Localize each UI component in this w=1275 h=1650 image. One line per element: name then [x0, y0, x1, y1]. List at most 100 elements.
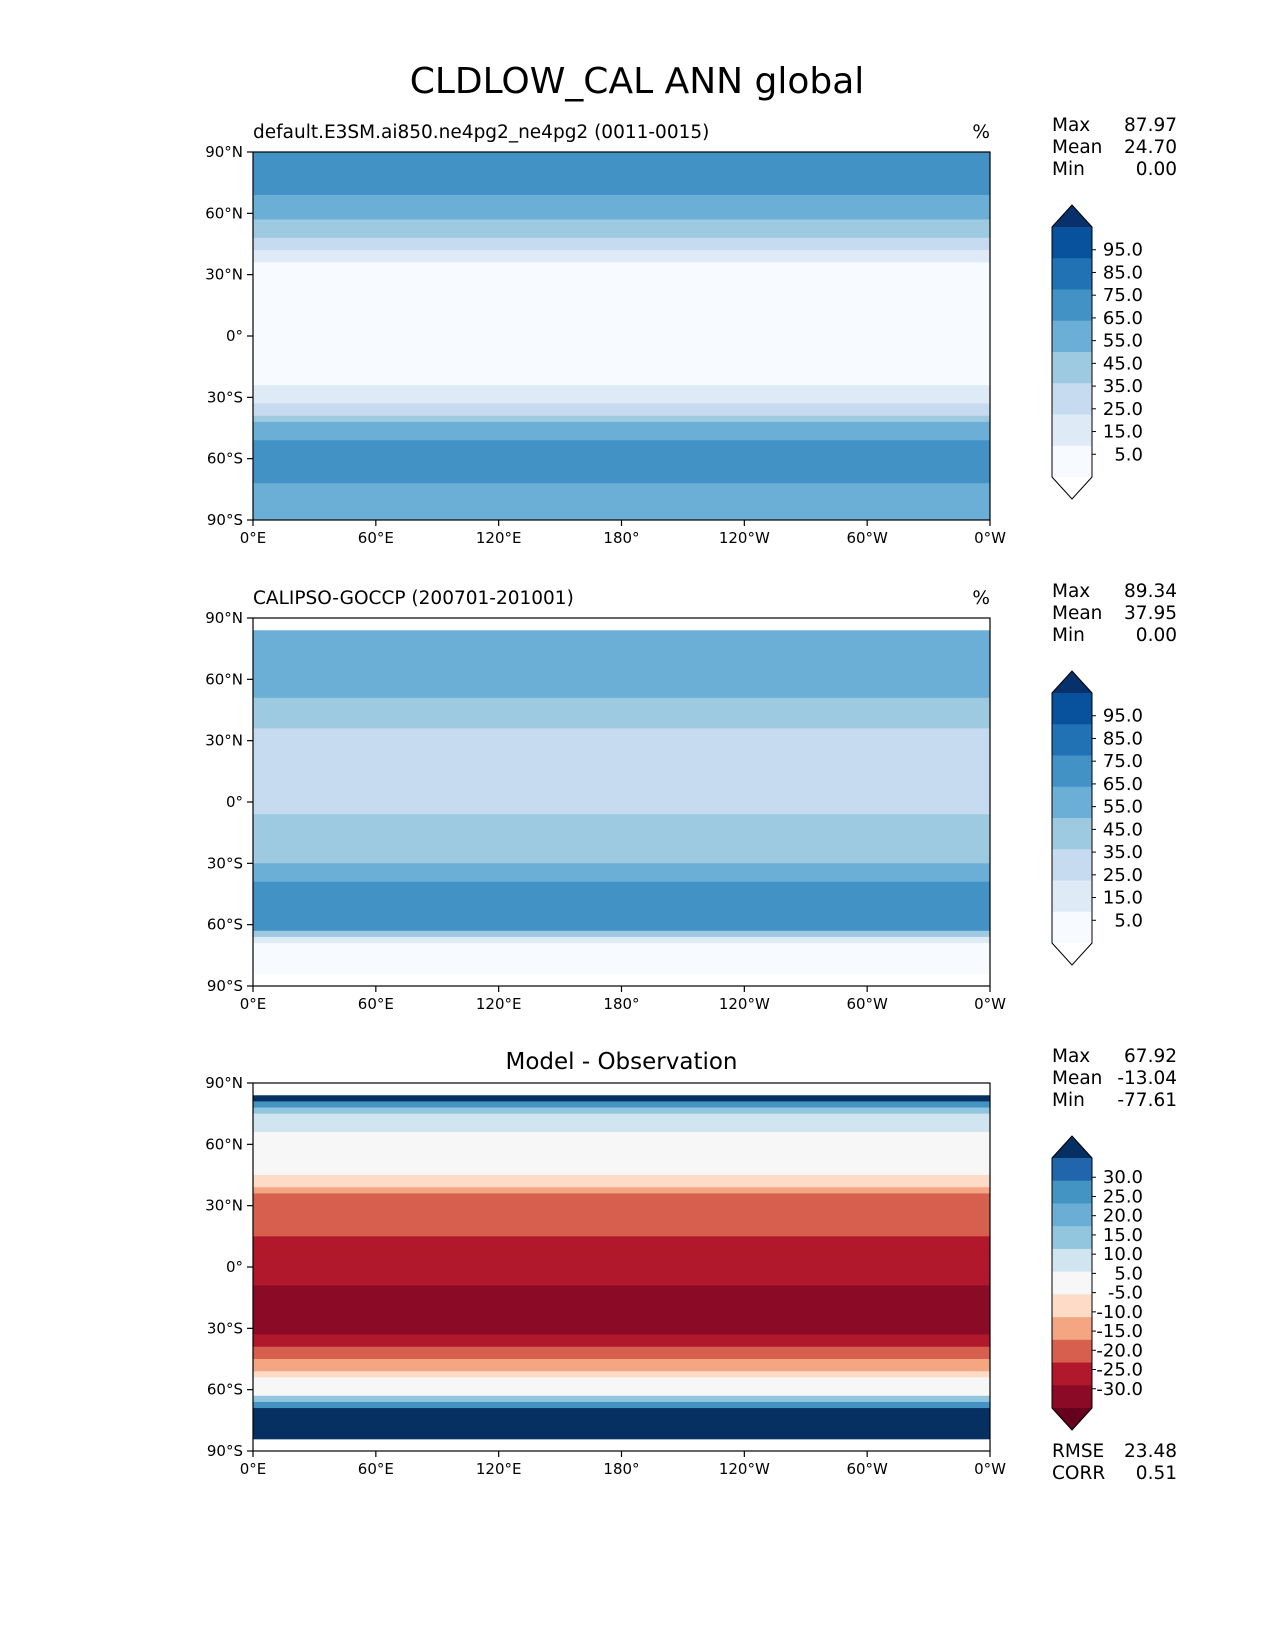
x-tick-label: 120°W — [719, 995, 770, 1013]
colorbar-swatch — [1052, 383, 1092, 415]
colorbar-tick-label: 5.0 — [1114, 444, 1143, 465]
map-band — [253, 924, 990, 932]
colorbar-swatch — [1052, 786, 1092, 819]
map-band — [253, 820, 990, 828]
map-band — [253, 464, 990, 472]
stat-label-max: Max — [1052, 581, 1090, 602]
colorbar-tick-label: 15.0 — [1103, 1225, 1143, 1246]
colorbar-swatch — [1052, 445, 1092, 478]
y-tick-label: 30°N — [205, 732, 243, 750]
x-tick-label: 60°E — [358, 995, 394, 1013]
map-band — [253, 685, 990, 693]
colorbar: 30.025.020.015.010.05.0-5.0-10.0-15.0-20… — [1051, 1135, 1143, 1431]
map-band — [253, 863, 990, 871]
map-band — [253, 1113, 990, 1121]
stat-value-max: 67.92 — [1124, 1046, 1177, 1067]
map-band — [253, 716, 990, 723]
stat-value-max: 87.97 — [1124, 115, 1177, 136]
map-band — [253, 477, 990, 484]
colorbar-tick-label: -20.0 — [1096, 1340, 1143, 1361]
y-tick-label: 90°N — [205, 143, 243, 161]
colorbar-tick-label: 85.0 — [1103, 728, 1143, 749]
map-band — [253, 1205, 990, 1213]
map-field — [253, 152, 990, 520]
map-band — [253, 1414, 990, 1421]
map-band — [253, 660, 990, 668]
map-band — [253, 752, 990, 760]
map-band — [253, 642, 990, 650]
stat-value-mean: -13.04 — [1117, 1068, 1177, 1089]
map-band — [253, 1426, 990, 1434]
map-band — [253, 1309, 990, 1317]
map-panel-2: CALIPSO-GOCCP (200701-201001) % 90°N 60°N 30… — [205, 581, 1177, 1013]
colorbar-tick-label: -5.0 — [1108, 1283, 1143, 1304]
map-band — [253, 1401, 990, 1409]
x-tick-label: 0°W — [974, 529, 1006, 547]
map-band — [253, 311, 990, 319]
x-tick-label: 60°E — [358, 529, 394, 547]
map-band — [253, 458, 990, 466]
map-band — [253, 802, 990, 809]
map-band — [253, 176, 990, 184]
colorbar-outline — [1051, 1135, 1093, 1431]
map-band — [253, 759, 990, 766]
colorbar-swatch — [1052, 1294, 1092, 1318]
map-band — [253, 280, 990, 288]
map-band — [253, 1297, 990, 1305]
panel-title: CALIPSO-GOCCP (200701-201001) — [253, 588, 574, 609]
map-band — [253, 507, 990, 515]
stat-label-min: Min — [1052, 625, 1085, 646]
map-band — [253, 667, 990, 674]
colorbar-tick-label: -15.0 — [1096, 1321, 1143, 1342]
map-band — [253, 372, 990, 380]
map-band — [253, 1432, 990, 1440]
map-band — [253, 808, 990, 815]
map-band — [253, 1420, 990, 1428]
map-band — [253, 348, 990, 355]
map-band — [253, 1322, 990, 1329]
map-band — [253, 949, 990, 956]
map-band — [253, 679, 990, 687]
map-band — [253, 354, 990, 362]
colorbar-tick-label: 15.0 — [1103, 888, 1143, 909]
x-tick-label: 0°E — [240, 529, 267, 547]
map-band — [253, 1371, 990, 1378]
x-tick-label: 0°E — [240, 1460, 267, 1478]
y-tick-label: 60°N — [205, 1135, 243, 1153]
colorbar-swatch — [1052, 352, 1092, 384]
map-band — [253, 366, 990, 374]
map-band — [253, 323, 990, 331]
units-label: % — [972, 588, 990, 609]
map-band — [253, 1377, 990, 1385]
map-band — [253, 771, 990, 779]
map-band — [253, 188, 990, 196]
colorbar-extend-min — [1052, 1408, 1092, 1430]
map-band — [253, 844, 990, 852]
colorbar-tick-label: 95.0 — [1103, 706, 1143, 727]
colorbar-tick-label: 75.0 — [1103, 285, 1143, 306]
map-band — [253, 1285, 990, 1293]
map-band — [253, 795, 990, 803]
x-tick-label: 120°W — [719, 529, 770, 547]
colorbar-tick-label: 25.0 — [1103, 1186, 1143, 1207]
map-band — [253, 722, 990, 729]
y-tick-label: 30°N — [205, 1197, 243, 1215]
map-band — [253, 446, 990, 454]
map-band — [253, 851, 990, 858]
x-tick-label: 120°W — [719, 1460, 770, 1478]
map-band — [253, 360, 990, 368]
x-tick-label: 0°E — [240, 995, 267, 1013]
map-band — [253, 1193, 990, 1201]
map-band — [253, 740, 990, 748]
map-band — [253, 1248, 990, 1256]
map-band — [253, 961, 990, 969]
map-band — [253, 1230, 990, 1237]
colorbar-tick-label: 75.0 — [1103, 751, 1143, 772]
x-tick-label: 0°W — [974, 995, 1006, 1013]
map-band — [253, 237, 990, 245]
map-field — [253, 618, 990, 986]
map-band — [253, 875, 990, 883]
colorbar-tick-label: 30.0 — [1103, 1167, 1143, 1188]
map-band — [253, 1365, 990, 1372]
